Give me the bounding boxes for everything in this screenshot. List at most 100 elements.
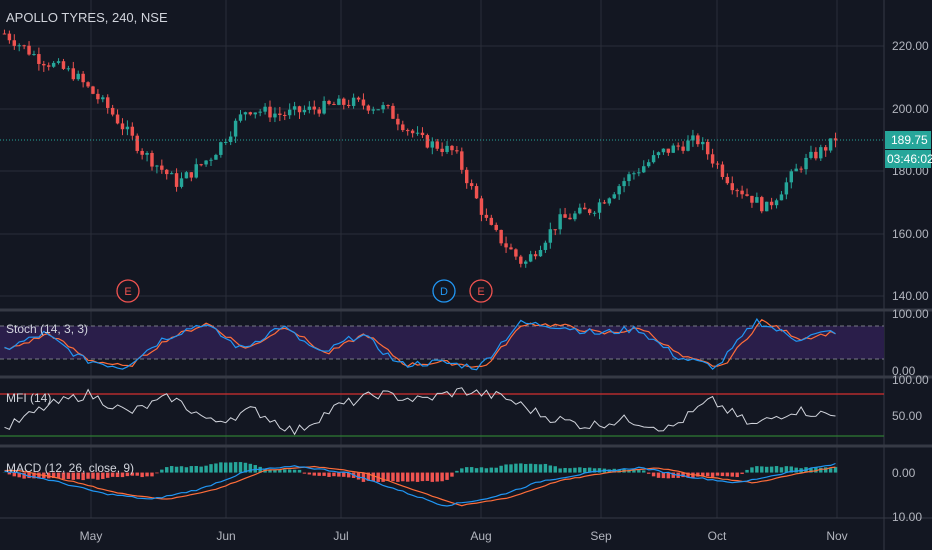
candle[interactable] (292, 101, 297, 116)
candle[interactable] (61, 58, 66, 70)
macd-signal-line[interactable] (4, 465, 836, 507)
candle[interactable] (386, 104, 390, 109)
candle[interactable] (720, 161, 725, 180)
candle[interactable] (361, 93, 366, 110)
candle[interactable] (376, 109, 380, 111)
candle[interactable] (169, 171, 174, 175)
candle[interactable] (435, 138, 439, 151)
candle[interactable] (479, 195, 484, 222)
candle[interactable] (646, 159, 651, 168)
earnings-marker[interactable]: E (469, 279, 493, 303)
candle[interactable] (106, 94, 110, 114)
candle[interactable] (283, 111, 287, 121)
candle[interactable] (287, 103, 292, 119)
candle[interactable] (745, 188, 749, 197)
candle[interactable] (583, 202, 587, 210)
candle[interactable] (233, 118, 238, 143)
candle[interactable] (681, 141, 685, 154)
candle[interactable] (425, 133, 430, 149)
candle[interactable] (814, 147, 818, 161)
candle[interactable] (51, 60, 56, 68)
candle[interactable] (828, 138, 833, 153)
candle[interactable] (165, 168, 169, 180)
candle[interactable] (543, 240, 548, 253)
candle[interactable] (509, 243, 513, 250)
candle[interactable] (76, 70, 80, 81)
candle[interactable] (627, 171, 631, 187)
candle[interactable] (356, 96, 361, 102)
candle[interactable] (715, 161, 720, 169)
candle[interactable] (96, 89, 100, 104)
candle[interactable] (651, 150, 656, 164)
candle[interactable] (784, 177, 789, 200)
candle[interactable] (755, 192, 759, 203)
candle[interactable] (410, 129, 415, 138)
candle[interactable] (120, 118, 125, 136)
candle[interactable] (774, 198, 779, 209)
candle[interactable] (666, 148, 671, 156)
candle[interactable] (27, 41, 31, 56)
mfi-line[interactable] (4, 387, 836, 436)
candle[interactable] (346, 99, 351, 109)
candle[interactable] (705, 139, 710, 160)
candle[interactable] (661, 148, 666, 155)
candle[interactable] (519, 254, 523, 268)
macd-label[interactable]: MACD (12, 26, close, 9) (6, 461, 134, 475)
candle[interactable] (528, 250, 533, 263)
candle[interactable] (125, 120, 130, 136)
candle[interactable] (342, 97, 346, 110)
candle[interactable] (86, 81, 90, 88)
candle[interactable] (160, 159, 164, 174)
candle[interactable] (214, 153, 218, 160)
candle[interactable] (622, 177, 626, 193)
candle[interactable] (725, 173, 730, 185)
candle[interactable] (91, 85, 95, 95)
candle[interactable] (140, 148, 144, 160)
candle[interactable] (179, 172, 184, 189)
candle[interactable] (22, 44, 26, 50)
candle[interactable] (676, 142, 680, 151)
candle[interactable] (307, 101, 312, 114)
candle[interactable] (764, 201, 769, 212)
candle[interactable] (101, 95, 105, 103)
candle[interactable] (499, 229, 503, 246)
candle[interactable] (317, 106, 321, 117)
candle[interactable] (228, 131, 233, 146)
candle[interactable] (632, 171, 636, 180)
candle[interactable] (391, 103, 395, 120)
stoch-label[interactable]: Stoch (14, 3, 3) (6, 322, 88, 336)
candle[interactable] (538, 245, 543, 257)
candle[interactable] (656, 151, 661, 159)
candle[interactable] (209, 157, 213, 166)
candle[interactable] (553, 229, 557, 236)
candle[interactable] (514, 248, 518, 260)
candle[interactable] (268, 100, 272, 122)
candle[interactable] (135, 133, 139, 154)
candle[interactable] (563, 207, 567, 218)
candle[interactable] (351, 93, 356, 109)
candle[interactable] (371, 106, 376, 115)
candle[interactable] (7, 30, 12, 44)
candle[interactable] (420, 127, 425, 138)
candle[interactable] (263, 103, 267, 115)
candle[interactable] (533, 250, 538, 260)
pane-separators[interactable] (0, 308, 932, 448)
candle[interactable] (548, 222, 553, 249)
stoch-k-line[interactable] (4, 317, 836, 371)
candle[interactable] (789, 169, 794, 189)
candle[interactable] (253, 112, 257, 119)
dividend-marker[interactable]: D (432, 279, 456, 303)
candle[interactable] (32, 50, 36, 56)
candle[interactable] (219, 141, 223, 158)
candle[interactable] (597, 198, 602, 220)
candle[interactable] (332, 101, 336, 106)
candle[interactable] (455, 146, 459, 154)
candle[interactable] (494, 222, 498, 232)
earnings-marker[interactable]: E (116, 279, 140, 303)
candle[interactable] (322, 96, 326, 115)
candle[interactable] (110, 104, 115, 117)
candle[interactable] (833, 132, 838, 148)
candle[interactable] (150, 150, 154, 171)
candle[interactable] (671, 143, 675, 154)
